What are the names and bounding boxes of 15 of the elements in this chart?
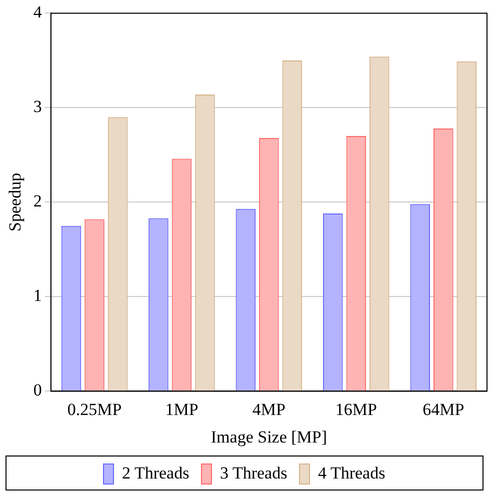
x-tick-label: 1MP [165,400,198,419]
x-axis-title: Image Size [MP] [210,427,328,446]
y-tick-label: 4 [33,2,42,22]
y-axis-title: Speedup [6,172,25,232]
x-tick-label: 4MP [252,400,286,419]
x-tick-label: 64MP [422,400,464,419]
y-tick-label: 0 [33,380,42,400]
legend-label: 3 Threads [220,463,288,482]
legend-label: 4 Threads [318,463,386,482]
y-tick-label: 1 [33,286,42,306]
x-tick-label: 16MP [335,400,377,419]
y-tick-label: 2 [33,192,42,211]
y-tick-label: 3 [33,97,42,116]
legend-label: 2 Threads [122,463,190,482]
x-tick-label: 0.25MP [67,400,122,419]
